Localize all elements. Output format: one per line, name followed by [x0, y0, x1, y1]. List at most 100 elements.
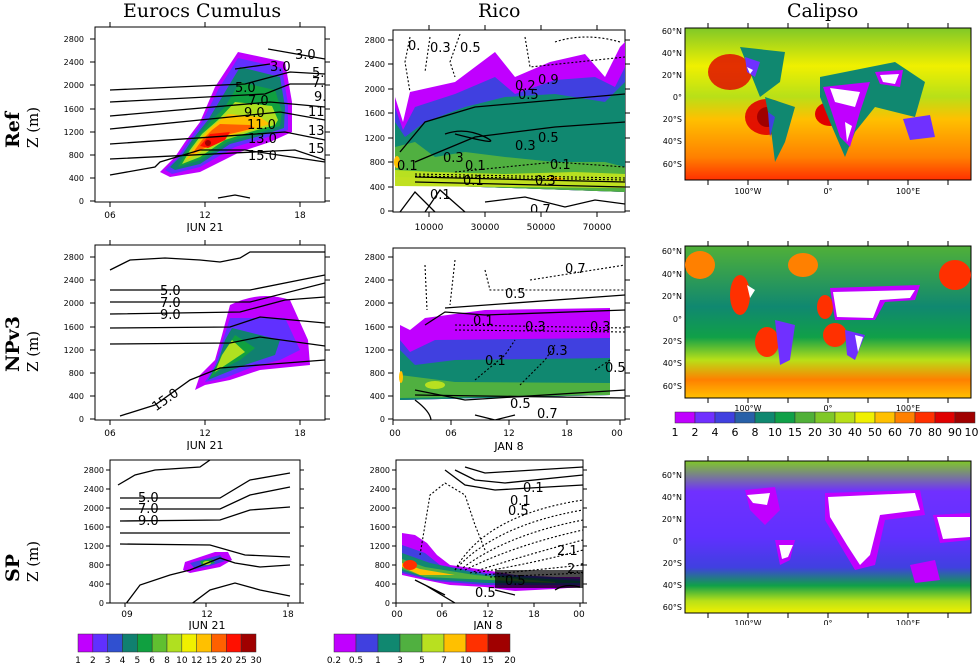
svg-text:06: 06: [104, 429, 116, 439]
colorbar-swatch: [954, 411, 976, 424]
colorbar-swatch: [874, 411, 896, 424]
svg-text:0: 0: [99, 599, 104, 608]
panel-eurocs-npv3: 5.0 7.0 9.0 15.0 0 400 800 1200 1600 200…: [64, 240, 330, 450]
row-label-npv3: NPv3 Z (m): [2, 316, 42, 372]
svg-text:100°W: 100°W: [734, 404, 761, 413]
colorbar-label: 25: [235, 656, 246, 666]
colorbar-label: 6: [149, 656, 155, 666]
svg-text:0: 0: [380, 207, 385, 216]
svg-text:400: 400: [69, 174, 84, 183]
contour-label: 9.0: [244, 106, 265, 121]
contour-label: 0.3: [515, 139, 536, 154]
contour-label: 3.0: [270, 60, 291, 75]
colorbar-label: 80: [928, 426, 942, 439]
svg-text:06: 06: [104, 211, 116, 221]
panel-calipso-ref: 60°N 40°N 20°N 0° 20°S 40°S 60°S 100°W 0…: [662, 23, 972, 196]
colorbar-swatch: [674, 411, 696, 424]
svg-text:40°S: 40°S: [663, 581, 682, 590]
svg-text:400: 400: [69, 392, 84, 401]
colorbar-swatch: [77, 633, 94, 653]
svg-text:20°S: 20°S: [663, 559, 682, 568]
svg-text:1200: 1200: [365, 134, 385, 143]
colorbar-label: 0.5: [349, 656, 363, 666]
panel-calipso-sp: 60°N 40°N 20°N 0° 20°S 40°S 60°S 100°W 0…: [662, 456, 972, 625]
colorbar-label: 20: [504, 656, 516, 666]
contour-label: 15.0: [308, 142, 337, 157]
svg-text:20°N: 20°N: [662, 71, 682, 80]
colorbar-label: 1: [672, 426, 679, 439]
svg-text:1200: 1200: [370, 542, 390, 551]
colorbar-swatch: [914, 411, 936, 424]
contour-label: 0.1: [473, 314, 494, 329]
contour-label: 0.5: [508, 504, 529, 519]
svg-text:0: 0: [385, 599, 390, 608]
colorbar-swatch: [834, 411, 856, 424]
contour-label: 5.0: [160, 284, 181, 299]
svg-text:1600: 1600: [370, 523, 390, 532]
svg-text:60°S: 60°S: [663, 603, 682, 612]
colorbar-label: 10: [176, 656, 188, 666]
svg-text:2800: 2800: [365, 36, 385, 45]
svg-text:60°N: 60°N: [662, 27, 682, 36]
colorbar-label: 2: [90, 656, 96, 666]
contour-label: 11.0: [308, 105, 337, 120]
contour-label: 0.1: [485, 354, 506, 369]
svg-text:2400: 2400: [84, 485, 104, 494]
colorbar-label: 90: [948, 426, 962, 439]
svg-text:2800: 2800: [84, 466, 104, 475]
svg-text:40°N: 40°N: [662, 49, 682, 58]
svg-text:400: 400: [370, 392, 385, 401]
svg-text:2800: 2800: [64, 253, 84, 262]
colorbar-label: 8: [164, 656, 170, 666]
svg-text:18: 18: [561, 429, 573, 439]
colorbar-label: 15: [482, 656, 493, 666]
colorbar-swatch: [465, 633, 489, 653]
contour-label: 0.3: [525, 320, 546, 335]
svg-text:0: 0: [79, 415, 84, 424]
svg-text:100°E: 100°E: [896, 404, 920, 413]
contour-label: 0.5: [505, 287, 526, 302]
svg-text:100°W: 100°W: [734, 187, 761, 196]
colorbar-swatch: [443, 633, 467, 653]
contour-label: 0.9: [538, 73, 559, 88]
svg-text:1200: 1200: [64, 128, 84, 137]
svg-text:09: 09: [121, 610, 133, 620]
svg-text:800: 800: [370, 158, 385, 167]
svg-text:18: 18: [294, 211, 306, 221]
colorbar-label: 12: [191, 656, 202, 666]
colorbar-swatch: [754, 411, 776, 424]
colorbar-label: 5: [134, 656, 140, 666]
panel-rico-npv3: 0.7 0.5 0.1 0.3 0.3 0.1 0.3 0.5 0.5 0.7 …: [365, 247, 630, 453]
colorbar-label: 10: [768, 426, 782, 439]
contour-label: 0.1: [523, 481, 544, 496]
colorbar-swatch: [240, 633, 257, 653]
svg-text:800: 800: [375, 561, 390, 570]
colorbar-label: 3: [397, 656, 403, 666]
colorbar-swatch: [714, 411, 736, 424]
colorbar-swatch: [196, 633, 212, 653]
svg-text:2000: 2000: [64, 81, 84, 90]
colorbar-label: 100: [965, 426, 978, 439]
svg-text:50000: 50000: [527, 223, 556, 233]
row-label-sp: SP Z (m): [2, 540, 42, 582]
colorbar-label: 7: [441, 656, 447, 666]
contour-label: 0.1: [463, 174, 484, 189]
colorbar-label: 50: [868, 426, 882, 439]
svg-text:40°N: 40°N: [662, 493, 682, 502]
svg-text:00: 00: [389, 429, 401, 439]
svg-text:2000: 2000: [370, 504, 390, 513]
colorbar-swatch: [377, 633, 401, 653]
contour-label: 0.7: [565, 262, 586, 277]
svg-text:2000: 2000: [365, 299, 385, 308]
contour-label: 7.0: [312, 76, 333, 91]
svg-text:18: 18: [294, 429, 306, 439]
colorbar-label: 20: [808, 426, 822, 439]
colorbar-swatch: [355, 633, 379, 653]
contour-label: 7.0: [138, 502, 159, 517]
panel-calipso-npv3: 60°N 40°N 20°N 0° 20°S 40°S 60°S 100°W 0…: [662, 241, 972, 413]
contour-label: 9.0: [138, 514, 159, 529]
svg-text:1600: 1600: [365, 323, 385, 332]
colorbar-label: 8: [752, 426, 759, 439]
contour-label: 0.3: [590, 320, 611, 335]
